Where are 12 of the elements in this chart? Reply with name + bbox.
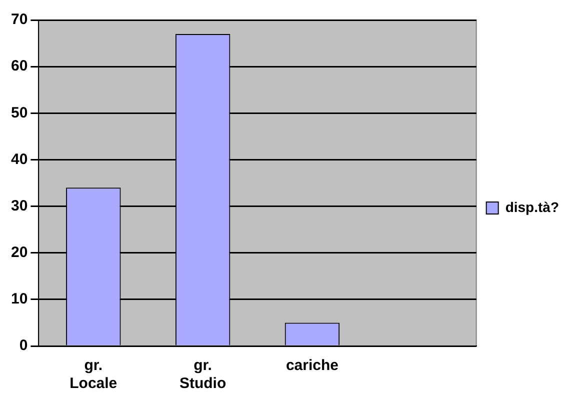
legend-label: disp.tà? [505,198,560,215]
y-tick-label: 10 [10,290,28,308]
x-tick-label: gr. Studio [179,357,226,392]
y-tick-label: 60 [10,58,28,75]
y-tick-label: 40 [10,150,28,168]
y-tick-label: 50 [10,104,28,122]
y-tick-label: 30 [10,197,28,214]
x-tick-label: cariche [286,357,338,374]
y-tick-label: 0 [19,337,28,354]
y-tick-label: 70 [10,11,28,28]
x-tick-label: gr. Locale [70,357,118,392]
y-tick-label: 20 [10,244,28,261]
